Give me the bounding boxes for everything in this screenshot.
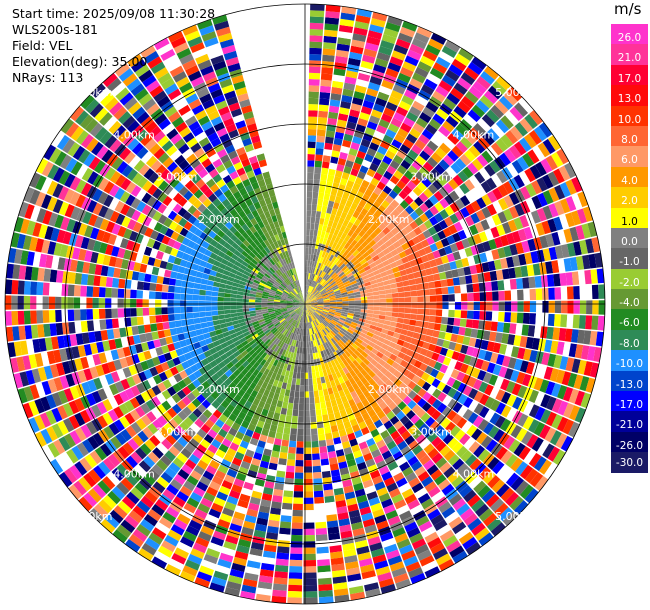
colorbar-tick-label: 1.0 — [621, 215, 638, 228]
colorbar-tick-label: -4.0 — [619, 297, 640, 310]
colorbar-tick-label: -21.0 — [615, 419, 644, 432]
colorbar-segment: -26.0 — [611, 431, 648, 453]
range-rings — [4, 3, 606, 605]
colorbar-tick-label: -17.0 — [615, 399, 644, 412]
elevation-label: Elevation(deg): 35.00 — [12, 54, 148, 69]
colorbar-tick-label: -13.0 — [615, 378, 644, 391]
colorbar-tick-label: 4.0 — [621, 174, 638, 187]
colorbar-segment: -30.0 — [611, 452, 648, 473]
colorbar-unit: m/s — [614, 0, 642, 18]
ring-distance-label: 3.00km — [156, 425, 198, 438]
ring-distance-label: 4.00km — [453, 468, 495, 481]
ring-distance-label: 5.00km — [71, 86, 113, 99]
colorbar-segment: 17.0 — [611, 64, 648, 86]
colorbar-segment: 6.0 — [611, 146, 648, 167]
colorbar-segment: -17.0 — [611, 391, 648, 412]
colorbar-segment: 8.0 — [611, 125, 648, 147]
ring-distance-label: 3.00km — [156, 171, 198, 184]
ring-distance-label: 3.00km — [410, 425, 452, 438]
colorbar-tick-label: 0.0 — [621, 235, 638, 248]
colorbar-tick-label: 26.0 — [617, 32, 642, 44]
colorbar-tick-label: -10.0 — [615, 358, 644, 371]
colorbar-tick-label: 21.0 — [617, 52, 642, 65]
colorbar-segment: -13.0 — [611, 370, 648, 392]
colorbar-tick-label: -8.0 — [619, 337, 640, 350]
ring-distance-label: 5.00km — [495, 86, 537, 99]
scan-info: Start time: 2025/09/08 11:30:28 WLS200s-… — [12, 6, 215, 86]
colorbar-tick-label: -26.0 — [615, 439, 644, 452]
nrays-label: NRays: 113 — [12, 70, 84, 85]
colorbar-segment: 0.0 — [611, 227, 648, 249]
colorbar-segment: -10.0 — [611, 350, 648, 371]
colorbar-tick-label: 10.0 — [617, 113, 642, 126]
colorbar-tick-label: -6.0 — [619, 317, 640, 330]
colorbar-tick-label: -1.0 — [619, 256, 640, 269]
colorbar-segment: -21.0 — [611, 411, 648, 432]
ring-distance-label: 3.00km — [410, 171, 452, 184]
colorbar-tick-label: 2.0 — [621, 195, 638, 208]
colorbar-segment: -8.0 — [611, 329, 648, 351]
ring-distance-label: 4.00km — [113, 468, 155, 481]
colorbar-segment: 4.0 — [611, 166, 648, 188]
colorbar-segment: -2.0 — [611, 268, 648, 290]
colorbar-segment: 2.0 — [611, 187, 648, 208]
station-label: WLS200s-181 — [12, 22, 98, 37]
colorbar-segment: 13.0 — [611, 85, 648, 106]
ring-distance-label: 5.00km — [495, 510, 537, 523]
colorbar-tick-label: 6.0 — [621, 154, 638, 167]
colorbar-segment: -4.0 — [611, 289, 648, 310]
radar-rays — [5, 4, 605, 604]
colorbar: 26.0 21.0 17.0 13.0 10.0 8.0 6.0 4.0 2.0 1.0 0.0 -1… — [611, 24, 648, 473]
colorbar-tick-label: -2.0 — [619, 276, 640, 289]
ring-distance-label: 2.00km — [198, 383, 240, 396]
ring-distance-label: 2.00km — [368, 383, 410, 396]
colorbar-tick-label: 17.0 — [617, 72, 642, 85]
colorbar-tick-label: -30.0 — [615, 457, 644, 470]
ring-distance-label: 2.00km — [368, 213, 410, 226]
field-label: Field: VEL — [12, 38, 73, 53]
colorbar-segment: 21.0 — [611, 44, 648, 65]
ring-distance-label: 4.00km — [453, 128, 495, 141]
ring-distance-label: 2.00km — [198, 213, 240, 226]
colorbar-segment: -1.0 — [611, 248, 648, 269]
ring-distance-label: 4.00km — [113, 128, 155, 141]
radar-ppi-plot: 2.00km 2.00km 2.00km 2.00km 3.00km 3.00km 3.00… — [4, 3, 606, 605]
ring-labels: 2.00km 2.00km 2.00km 2.00km 3.00km 3.00km 3.00… — [71, 86, 537, 523]
colorbar-segment: 10.0 — [611, 105, 648, 126]
ring-distance-label: 5.00km — [71, 510, 113, 523]
colorbar-tick-label: 13.0 — [617, 93, 642, 106]
start-time-label: Start time: 2025/09/08 11:30:28 — [12, 6, 216, 21]
colorbar-segment: -6.0 — [611, 309, 648, 330]
colorbar-segment: 1.0 — [611, 207, 648, 228]
colorbar-segment: 26.0 — [611, 24, 648, 45]
colorbar-tick-label: 8.0 — [621, 133, 638, 146]
